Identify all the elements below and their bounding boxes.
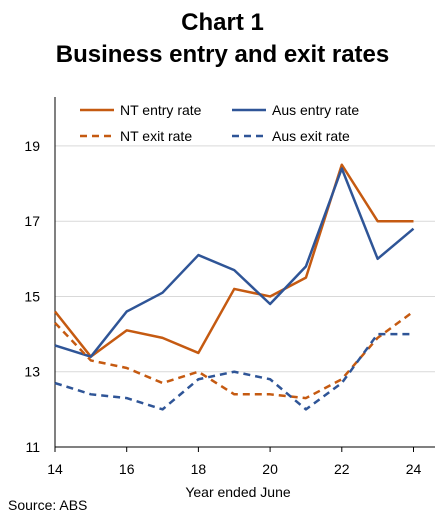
- x-tick-18: 18: [191, 461, 207, 477]
- y-tick-19: 19: [24, 138, 40, 154]
- x-tick-22: 22: [334, 461, 350, 477]
- y-tick-labels: 11 13 15 17 19: [24, 138, 40, 455]
- y-tick-13: 13: [24, 364, 40, 380]
- x-tick-24: 24: [406, 461, 422, 477]
- series-line-aus-exit-rate: [54, 332, 414, 411]
- y-tick-17: 17: [24, 213, 40, 229]
- y-tick-15: 15: [24, 288, 40, 304]
- x-axis-label: Year ended June: [185, 484, 291, 500]
- axes: [54, 97, 435, 452]
- series-line-aus-entry-rate: [54, 167, 415, 358]
- series-line-nt-exit-rate: [54, 310, 415, 400]
- chart-title-line1: Chart 1: [181, 9, 264, 36]
- series-line-nt-entry-rate: [54, 163, 414, 358]
- x-tick-16: 16: [119, 461, 135, 477]
- x-tick-labels: 14 16 18 20 22 24: [47, 461, 421, 477]
- source-note: Source: ABS: [8, 497, 88, 513]
- y-tick-11: 11: [25, 439, 40, 455]
- gridlines: [55, 145, 435, 373]
- legend-label-3: NT exit rate: [120, 128, 192, 144]
- chart-title-line2: Business entry and exit rates: [55, 41, 390, 68]
- legend-label-1: NT entry rate: [120, 102, 202, 118]
- x-tick-20: 20: [262, 461, 278, 477]
- legend: NT entry rate Aus entry rate NT exit rate A…: [80, 102, 359, 144]
- x-tick-14: 14: [47, 461, 63, 477]
- series-lines: [54, 163, 415, 411]
- legend-label-2: Aus entry rate: [272, 102, 359, 118]
- legend-label-4: Aus exit rate: [272, 128, 350, 144]
